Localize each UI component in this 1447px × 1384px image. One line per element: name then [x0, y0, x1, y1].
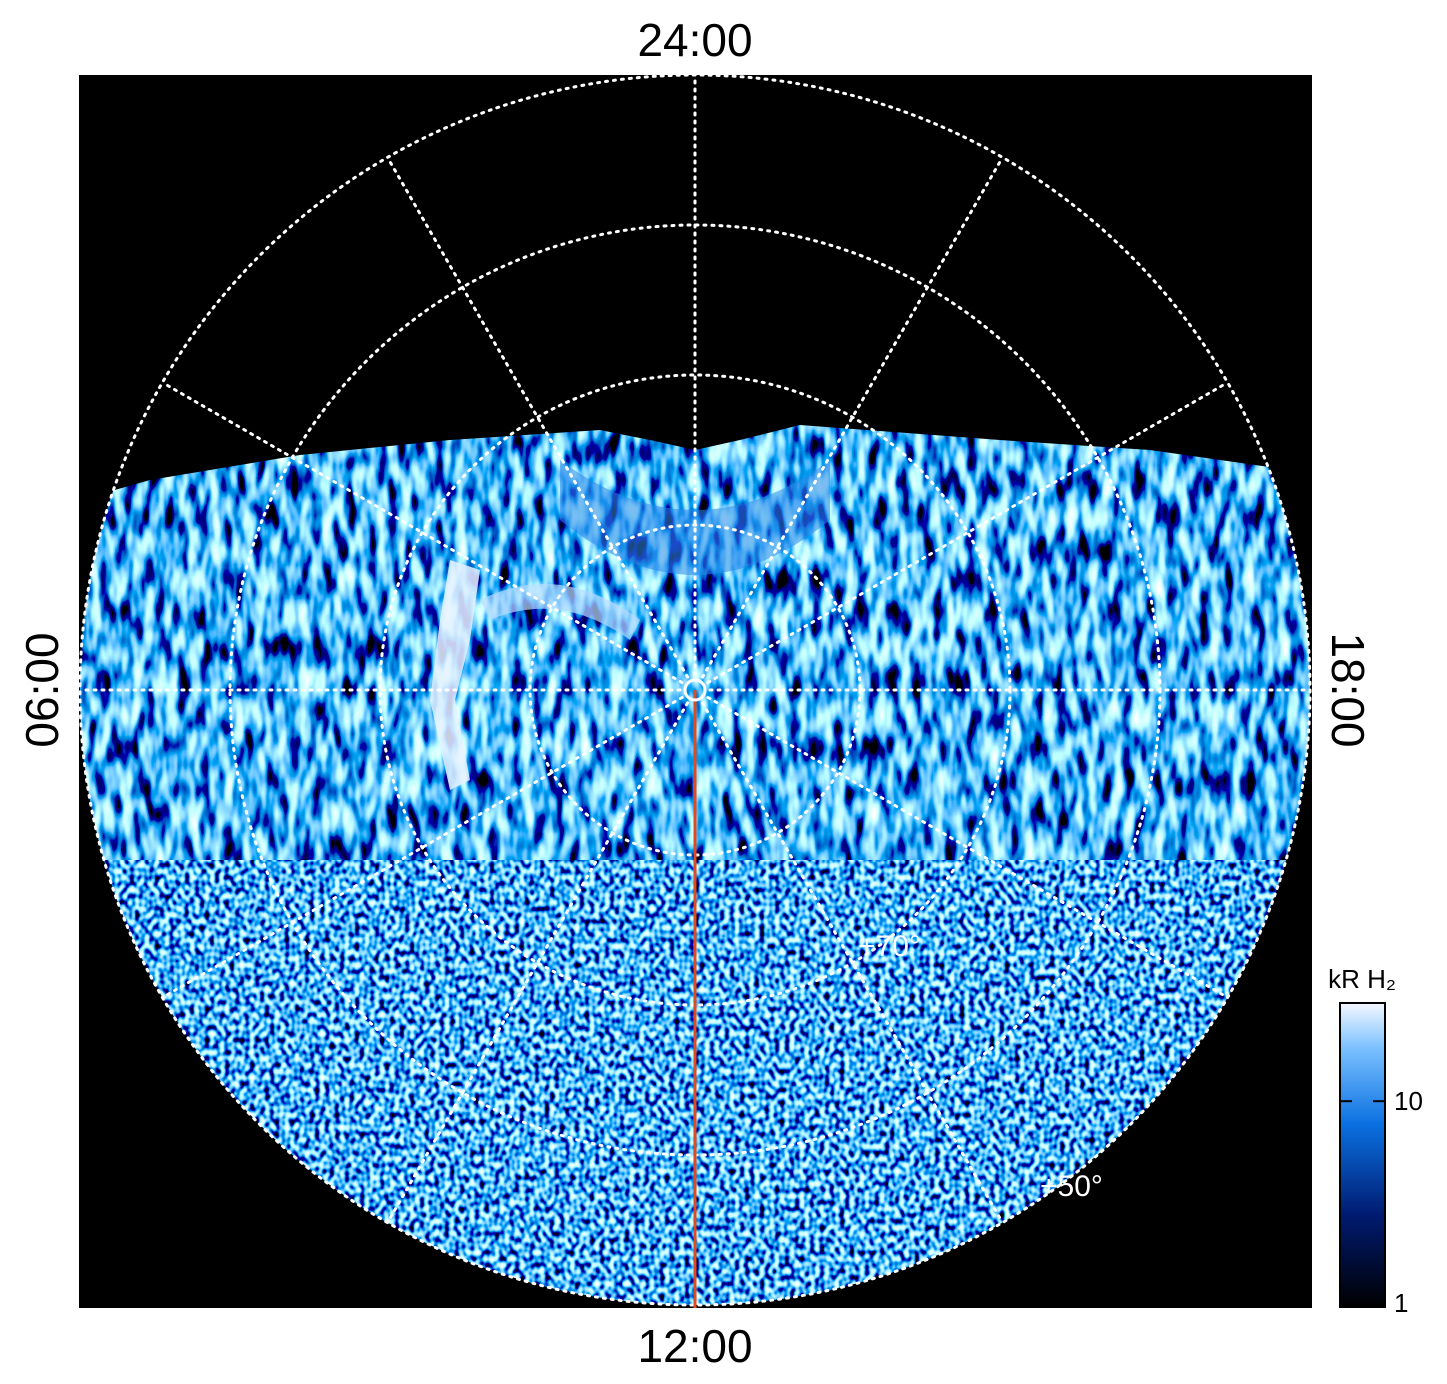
right-label: 18:00 [1322, 632, 1374, 747]
bottom-label: 12:00 [637, 1320, 752, 1372]
left-label: 06:00 [16, 632, 68, 747]
colorbar [1339, 1002, 1386, 1308]
latitude-label: +70° [858, 930, 921, 963]
colorbar-title: kR H₂ [1328, 964, 1396, 994]
latitude-label: +50° [1040, 1170, 1103, 1203]
colorbar-tick-label: 1 [1394, 1288, 1408, 1318]
top-label: 24:00 [637, 14, 752, 66]
colorbar-tick-label: 10 [1394, 1086, 1423, 1116]
pole-marker [683, 678, 707, 702]
